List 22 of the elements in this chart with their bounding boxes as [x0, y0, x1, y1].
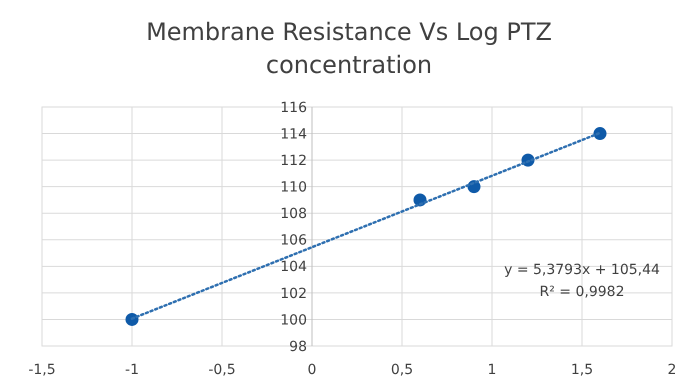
y-tick-label: 112 — [280, 153, 307, 170]
annotation: y = 5,3793x + 105,44 — [504, 262, 660, 278]
y-tick-label: 114 — [280, 126, 308, 142]
y-tick-label: 116 — [280, 100, 308, 116]
y-tick-label: 110 — [280, 180, 307, 196]
x-tick-label: 0,5 — [390, 362, 414, 378]
x-tick-label: -0,5 — [208, 362, 236, 378]
y-tick-label: 98 — [289, 338, 307, 355]
x-tick-label: 1 — [488, 362, 496, 378]
y-tick-label: 102 — [280, 286, 307, 302]
x-tick-label: 0 — [308, 362, 316, 378]
x-tick-label: 2 — [668, 362, 676, 378]
x-tick-label: -1 — [125, 362, 139, 378]
point — [594, 127, 606, 140]
y-tick-label: 106 — [280, 232, 308, 249]
x-tick-label: -1,5 — [28, 362, 56, 378]
y-tick-label: 100 — [280, 312, 307, 328]
chart-title: Membrane Resistance Vs Log PTZ concentration — [146, 18, 552, 79]
annotation: R² = 0,9982 — [540, 284, 624, 300]
y-tick-label: 104 — [280, 259, 308, 276]
x-tick-label: 1,5 — [570, 362, 594, 378]
y-tick-label: 108 — [280, 206, 307, 222]
